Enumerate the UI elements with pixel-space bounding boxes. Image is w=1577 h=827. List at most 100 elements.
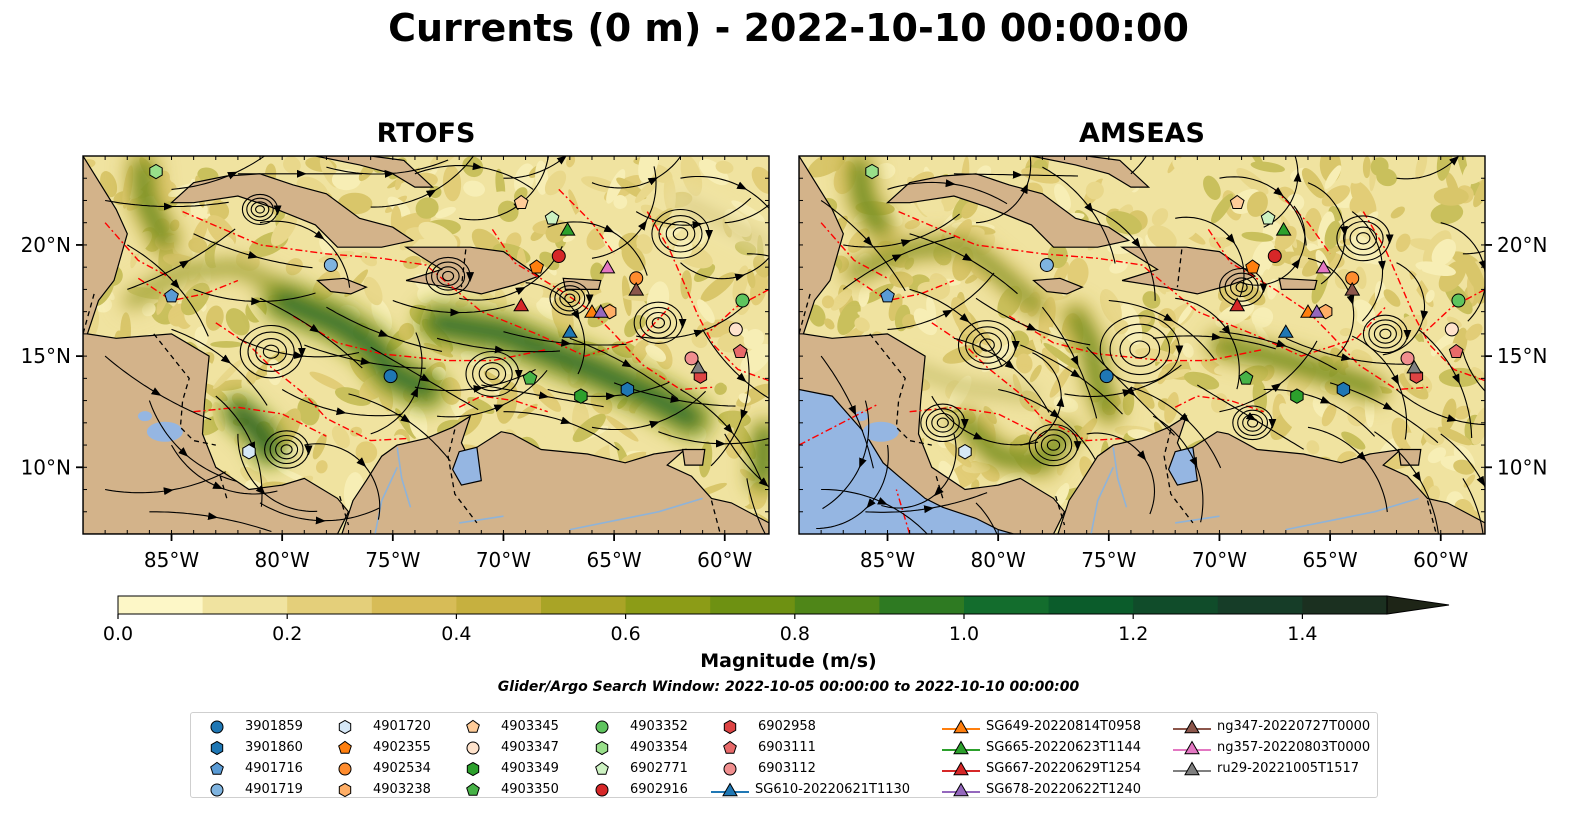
land-puertorico (562, 277, 602, 290)
legend-marker-6902916 (595, 783, 609, 797)
colorbar-tick-label: 0.4 (441, 623, 471, 645)
marker-SG667-20220629T1254 (513, 297, 530, 312)
ytick-label: 10°N (21, 455, 71, 479)
map-panel-rtofs: 85°W 80°W 75°W 70°W 65°W 60°W 10°N 15°N 20°N (21, 155, 770, 572)
colorbar-tick-label: 1.4 (1287, 623, 1317, 645)
legend-label: ru29-20221005T1517 (1217, 761, 1360, 776)
land-southamerica (341, 414, 769, 534)
legend-marker-4902355 (338, 740, 352, 754)
legend-label: ng357-20220803T0000 (1217, 740, 1371, 755)
legend-swatch (942, 782, 980, 797)
legend-label: 4903354 (630, 740, 688, 755)
legend-swatch (210, 740, 224, 756)
marker-3901860 (620, 381, 635, 398)
legend-swatch (723, 740, 737, 754)
marker-3901860 (1336, 381, 1351, 398)
legend-marker-SG678-20220622T1240 (953, 782, 969, 797)
panel-title-amseas: AMSEAS (1079, 118, 1205, 149)
legend-marker-3901860 (210, 740, 224, 756)
colorbar-tick-label: 0.8 (780, 623, 810, 645)
marker-4903347 (1444, 322, 1459, 337)
legend-marker-ng357-20220803T0000 (1184, 740, 1200, 755)
marker-SG665-20220623T1144 (1275, 221, 1292, 236)
legend-swatch (210, 720, 224, 734)
rivers (374, 447, 703, 534)
colorbar-segment (541, 596, 627, 614)
colorbar-segment (202, 596, 288, 614)
land-jamaica (316, 277, 368, 295)
landmasses (799, 156, 1485, 534)
marker-4903349 (574, 388, 588, 404)
land-trinidad (682, 448, 706, 466)
ytick-label: 20°N (1497, 233, 1547, 257)
marker-4903350 (1238, 370, 1254, 385)
eez-boundaries (799, 188, 1485, 534)
colorbar: 0.0 0.2 0.4 0.6 0.8 1.0 1.2 1.4 (103, 595, 1450, 645)
xtick-label: 65°W (586, 548, 641, 572)
platform-markers (149, 163, 750, 460)
marker-4903352 (735, 293, 750, 308)
legend-label: 4903347 (501, 740, 559, 755)
marker-4901719 (1039, 257, 1054, 272)
xtick-label: 75°W (365, 548, 420, 572)
xtick-label: 75°W (1081, 548, 1136, 572)
marker-SG678-20220622T1240 (592, 304, 609, 318)
xtick-label: 85°W (144, 548, 199, 572)
legend-marker-ru29-20221005T1517 (1184, 761, 1200, 776)
xtick-label: 80°W (971, 548, 1026, 572)
map-panel-amseas: 85°W 80°W 75°W 70°W 65°W 60°W 10°N 15°N 20°N (798, 155, 1547, 572)
legend-label: ng347-20220727T0000 (1217, 719, 1371, 734)
legend-label: SG665-20220623T1144 (986, 740, 1142, 755)
marker-4903352 (1451, 293, 1466, 308)
legend: 3901859 3901860 4901716 4901719 4901720 49023… (190, 712, 1378, 798)
lake-nicaragua (862, 421, 899, 442)
marker-ru29-20221005T1517 (690, 359, 707, 374)
marker-6903112 (1400, 351, 1415, 366)
colorbar-label: Magnitude (m/s) (700, 650, 877, 672)
marker-4903349 (1290, 388, 1304, 404)
marker-SG610-20220621T1130 (561, 324, 578, 338)
current-bands (83, 156, 769, 512)
axes-frame (82, 155, 770, 535)
marker-6902916 (551, 249, 566, 264)
legend-label: SG678-20220622T1240 (986, 782, 1142, 797)
ytick-label: 15°N (1497, 344, 1547, 368)
legend-swatch (595, 761, 609, 775)
legend-swatch (338, 782, 352, 798)
marker-4901716 (880, 288, 895, 303)
marker-4903347 (728, 322, 743, 337)
legend-marker-4903349 (466, 761, 480, 777)
colorbar-segment (1048, 596, 1134, 614)
colorbar-extend-arrow (1386, 595, 1450, 615)
streamlines (816, 156, 1485, 534)
legend-swatch (711, 782, 749, 797)
legend-label: 4903238 (373, 782, 431, 797)
legend-swatch (466, 782, 480, 796)
panel-title-rtofs: RTOFS (376, 118, 476, 149)
colorbar-tick-label: 0.0 (103, 623, 133, 645)
legend-swatch (466, 741, 480, 755)
rivers (1090, 447, 1419, 534)
legend-label: SG649-20220814T0958 (986, 719, 1142, 734)
marker-4903350 (522, 370, 538, 385)
legend-swatch (1173, 740, 1211, 755)
legend-swatch (210, 783, 224, 797)
marker-3901859 (1099, 369, 1114, 384)
legend-swatch (1173, 761, 1211, 776)
marker-6902771 (544, 210, 560, 225)
marker-4902355 (529, 259, 544, 274)
legend-marker-4901719 (210, 783, 224, 797)
marker-6902916 (1267, 249, 1282, 264)
land-trinidad (1398, 448, 1422, 466)
legend-swatch (338, 762, 352, 776)
legend-marker-6903112 (723, 762, 737, 776)
legend-label: 4903352 (630, 719, 688, 734)
colorbar-segment (794, 596, 880, 614)
legend-swatch (942, 719, 980, 734)
legend-swatch (595, 720, 609, 734)
colorbar-segment (710, 596, 796, 614)
legend-marker-6902771 (595, 761, 609, 775)
marker-4902355 (1245, 259, 1260, 274)
marker-6903111 (1448, 343, 1464, 358)
